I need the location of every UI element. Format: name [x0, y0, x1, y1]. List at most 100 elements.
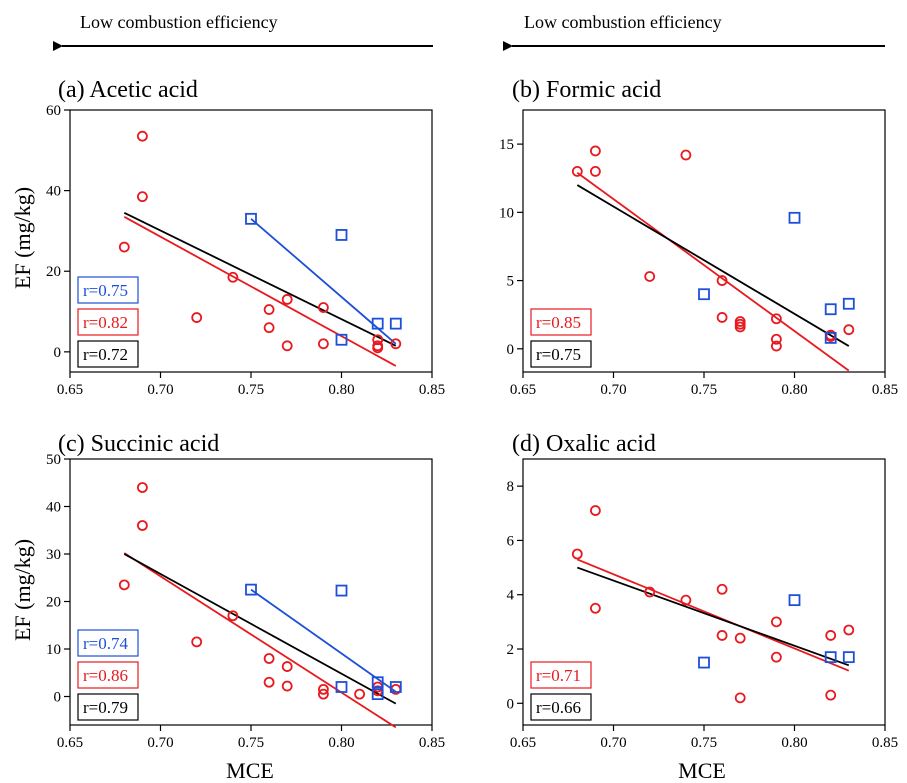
y-tick-label-a-0: 0: [54, 345, 62, 361]
y-tick-label-b-2: 10: [499, 205, 514, 221]
point-red-b-5: [716, 275, 728, 286]
r-value-blue-a: r=0.75: [83, 281, 128, 300]
point-red-c-9: [317, 683, 329, 695]
y-tick-label-d-3: 6: [507, 533, 515, 549]
y-tick-label-a-2: 40: [46, 184, 61, 200]
point-blue-c-0: [245, 583, 257, 596]
point-red-d-5: [716, 583, 728, 595]
x-tick-label-b-1: 0.70: [600, 382, 626, 398]
point-red-b-4: [680, 149, 692, 161]
point-red-a-11: [372, 334, 384, 346]
point-blue-b-0: [698, 288, 710, 301]
y-tick-label-c-5: 50: [46, 452, 61, 468]
r-value-red-b: r=0.85: [536, 313, 581, 332]
r-box-black-d: [530, 693, 592, 721]
panel-acetic-acid: 0.65 0.70 0.75 0.80 0.85 0 20 40 60 r=0.75 r=0.82 r…: [46, 103, 445, 398]
x-tick-label-b-4: 0.85: [872, 382, 898, 398]
point-red-d-13: [843, 624, 855, 636]
y-tick-label-c-0: 0: [54, 690, 62, 706]
r-box-black-a: [77, 340, 139, 368]
y-tick-label-b-0: 0: [507, 342, 515, 358]
point-red-a-5: [263, 304, 275, 315]
point-red-d-3: [644, 586, 656, 598]
x-tick-label-a-0: 0.65: [57, 382, 83, 398]
r-value-red-a: r=0.82: [83, 313, 128, 332]
point-blue-a-0: [245, 212, 257, 225]
r-box-red-a: [77, 308, 139, 336]
point-blue-d-3: [842, 651, 855, 664]
point-red-b-0: [571, 166, 583, 177]
fit-line-red-a: [123, 216, 397, 367]
point-red-d-11: [825, 630, 837, 641]
panel-d-title: (d) Oxalic acid: [512, 431, 656, 457]
y-tick-label-c-4: 40: [46, 500, 61, 516]
y-tick-label-c-1: 10: [46, 642, 61, 658]
x-tick-label-c-2: 0.75: [238, 735, 264, 751]
r-box-red-b: [530, 308, 592, 336]
point-red-d-8: [734, 692, 746, 704]
x-tick-label-c-0: 0.65: [57, 735, 83, 751]
r-box-black-c: [77, 693, 139, 721]
point-red-c-11: [354, 688, 366, 700]
point-blue-d-1: [788, 594, 801, 607]
fit-line-red-b: [576, 172, 850, 372]
point-red-c-1: [136, 482, 148, 493]
point-red-b-11: [771, 333, 782, 345]
y-tick-label-d-4: 8: [507, 479, 515, 495]
point-blue-c-5: [389, 681, 402, 693]
y-tick-label-d-0: 0: [507, 696, 515, 712]
r-value-black-d: r=0.66: [536, 698, 581, 717]
point-blue-c-4: [371, 688, 384, 701]
point-red-b-12: [771, 340, 782, 352]
fit-line-blue-a: [250, 218, 397, 345]
panel-b-title: (b) Formic acid: [512, 77, 661, 103]
xlabel-left: MCE: [226, 758, 274, 783]
ylabel-top: EF (mg/kg): [10, 187, 35, 289]
x-tick-label-c-3: 0.80: [328, 735, 354, 751]
x-tick-label-c-1: 0.70: [147, 735, 173, 751]
point-red-a-1: [136, 130, 148, 142]
panel-succinic-acid: 0.65 0.70 0.75 0.80 0.85 0 10 20 30 40 50 r=0.74 r=0…: [46, 452, 445, 751]
point-blue-b-4: [842, 297, 855, 310]
r-box-black-b: [530, 340, 592, 368]
point-red-a-13: [372, 342, 384, 354]
r-box-red-c: [77, 661, 139, 689]
point-red-b-9: [734, 321, 746, 333]
point-blue-a-4: [389, 317, 402, 330]
point-red-c-4: [227, 610, 239, 622]
point-red-c-2: [136, 520, 148, 531]
y-tick-label-a-3: 60: [46, 103, 61, 119]
x-tick-label-b-3: 0.80: [781, 382, 807, 398]
fit-line-red-d: [576, 558, 850, 672]
point-red-a-8: [281, 340, 293, 352]
r-value-red-d: r=0.71: [536, 666, 581, 685]
point-red-c-10: [317, 688, 329, 700]
panel-formic-acid: 0.65 0.70 0.75 0.80 0.85 0 5 10 15 r=0.85 r=0.75: [499, 109, 898, 398]
fit-line-red-c: [123, 552, 397, 729]
point-red-a-2: [136, 191, 148, 203]
x-tick-label-c-4: 0.85: [419, 735, 445, 751]
point-red-b-1: [590, 145, 601, 157]
x-tick-label-b-0: 0.65: [510, 382, 536, 398]
panel-c-title: (c) Succinic acid: [58, 431, 219, 457]
y-tick-label-c-3: 30: [46, 547, 61, 563]
point-red-b-6: [716, 312, 728, 323]
point-blue-b-3: [824, 331, 837, 344]
point-red-b-10: [771, 313, 782, 325]
y-tick-label-d-1: 2: [507, 642, 515, 658]
r-value-black-c: r=0.79: [83, 698, 128, 717]
point-red-a-7: [281, 294, 293, 305]
point-red-a-10: [317, 338, 329, 350]
panel-oxalic-acid: 0.65 0.70 0.75 0.80 0.85 0 2 4 6 8 r=0.71 r=0.66: [507, 458, 898, 751]
fit-line-black-c: [123, 553, 397, 705]
efficiency-arrow-label-left: Low combustion efficiency: [80, 12, 278, 32]
y-tick-label-d-2: 4: [507, 588, 515, 604]
y-tick-label-c-2: 20: [46, 595, 61, 611]
x-tick-label-d-3: 0.80: [781, 735, 807, 751]
y-tick-label-b-1: 5: [507, 274, 515, 290]
point-blue-d-0: [698, 656, 710, 669]
point-red-d-10: [771, 651, 782, 663]
r-box-blue-a: [77, 276, 139, 304]
x-tick-label-a-1: 0.70: [147, 382, 173, 398]
point-red-d-2: [590, 602, 601, 614]
